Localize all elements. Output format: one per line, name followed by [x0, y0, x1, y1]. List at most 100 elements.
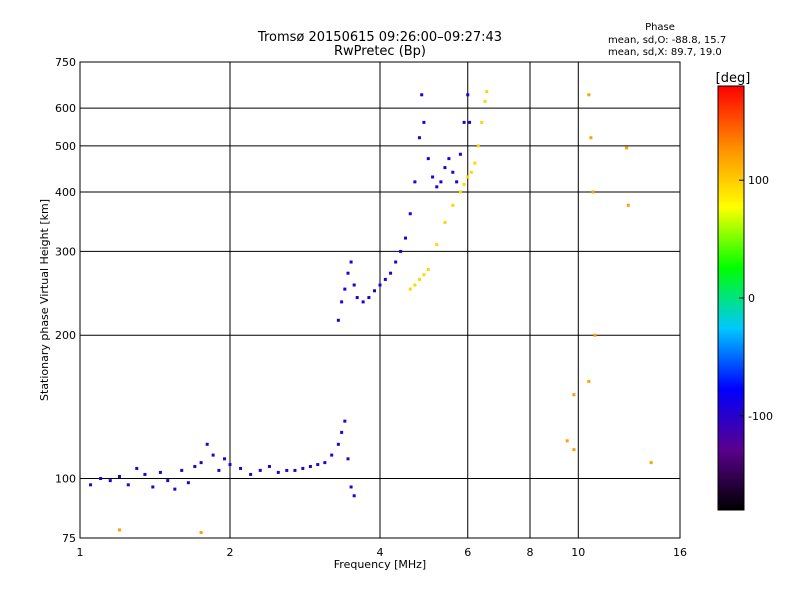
data-point	[572, 448, 576, 452]
data-point	[587, 379, 591, 383]
data-point	[458, 190, 462, 194]
data-point	[336, 318, 340, 322]
data-point	[223, 457, 227, 461]
data-point	[276, 470, 280, 474]
data-point	[455, 180, 459, 184]
x-tick-label: 16	[673, 546, 687, 559]
x-axis-label: Frequency [MHz]	[334, 558, 426, 571]
y-axis-label: Stationary phase Virtual Height [km]	[38, 199, 51, 401]
data-point	[417, 136, 421, 140]
data-point	[383, 277, 387, 281]
data-point	[285, 468, 289, 472]
data-point	[473, 161, 477, 165]
data-point	[352, 283, 356, 287]
data-point	[117, 474, 121, 478]
data-point	[593, 333, 597, 337]
data-point	[323, 461, 327, 465]
data-point	[431, 175, 435, 179]
data-point	[108, 479, 112, 483]
data-point	[239, 466, 243, 470]
data-point	[480, 120, 484, 124]
data-point	[422, 120, 426, 124]
data-point	[117, 528, 121, 532]
data-point	[469, 170, 473, 174]
data-point	[466, 175, 470, 179]
data-point	[346, 271, 350, 275]
data-point	[589, 136, 593, 140]
colorbar-tick-label: 100	[748, 174, 769, 187]
data-point	[151, 485, 155, 489]
data-point	[180, 468, 184, 472]
y-tick-label: 300	[55, 245, 76, 258]
data-point	[443, 221, 447, 225]
data-point	[89, 483, 93, 487]
y-tick-label: 750	[55, 56, 76, 69]
colorbar-label: [deg]	[716, 71, 751, 86]
data-point	[99, 477, 103, 481]
data-point	[408, 287, 412, 291]
data-point	[389, 271, 393, 275]
data-point	[572, 393, 576, 397]
data-point	[426, 157, 430, 161]
x-tick-label: 1	[77, 546, 84, 559]
data-point	[403, 236, 407, 240]
data-point	[349, 260, 353, 264]
data-point	[649, 461, 653, 465]
data-point	[394, 260, 398, 264]
phase-stats-x: mean, sd,X: 89.7, 19.0	[608, 47, 722, 58]
data-point	[126, 483, 130, 487]
data-point	[355, 296, 359, 300]
x-tick-label: 10	[571, 546, 585, 559]
data-point	[352, 494, 356, 498]
data-point	[435, 243, 439, 247]
data-point	[135, 466, 139, 470]
data-point	[199, 461, 203, 465]
data-point	[340, 300, 344, 304]
x-tick-label: 6	[464, 546, 471, 559]
data-point	[451, 203, 455, 207]
x-tick-label: 4	[377, 546, 384, 559]
y-tick-label: 500	[55, 140, 76, 153]
data-point	[476, 144, 480, 148]
data-point	[399, 249, 403, 253]
data-point	[435, 185, 439, 189]
data-point	[443, 166, 447, 170]
data-point	[378, 283, 382, 287]
data-point	[343, 419, 347, 423]
y-tick-label: 100	[55, 473, 76, 486]
data-point	[249, 472, 253, 476]
data-point	[349, 485, 353, 489]
data-point	[439, 180, 443, 184]
chart-title: Tromsø 20150615 09:26:00–09:27:43	[257, 30, 502, 45]
y-tick-labels: 75 100 200 300 400 500 600 750	[55, 56, 76, 545]
phase-stats-heading: Phase	[645, 22, 675, 33]
data-point	[413, 283, 417, 287]
data-point	[451, 170, 455, 174]
data-point	[447, 157, 451, 161]
data-point	[458, 152, 462, 156]
y-tick-label: 75	[62, 532, 76, 545]
x-tick-label: 2	[227, 546, 234, 559]
data-point	[158, 470, 162, 474]
data-points	[89, 90, 653, 535]
data-point	[361, 300, 365, 304]
data-point	[228, 463, 232, 467]
data-point	[143, 472, 147, 476]
data-point	[340, 430, 344, 434]
data-point	[422, 273, 426, 277]
data-point	[316, 463, 320, 467]
data-point	[301, 466, 305, 470]
data-point	[483, 99, 487, 103]
data-point	[346, 457, 350, 461]
data-point	[426, 267, 430, 271]
data-point	[199, 531, 203, 535]
data-point	[343, 287, 347, 291]
y-tick-label: 200	[55, 329, 76, 342]
data-point	[626, 203, 630, 207]
data-point	[166, 479, 170, 483]
x-tick-label: 8	[527, 546, 534, 559]
colorbar-ticks: 100 0 -100	[739, 174, 773, 423]
x-tick-labels: 1 2 4 6 8 10 16	[77, 546, 688, 559]
data-point	[417, 277, 421, 281]
plot-frame	[79, 61, 681, 539]
